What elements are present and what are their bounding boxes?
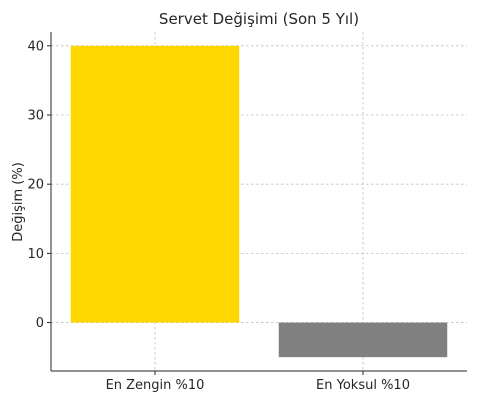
y-tick-label: 0 (36, 316, 44, 331)
bar (70, 45, 240, 323)
axis-layer: 0 10 20 30 40 En Zengin %10 En Yoksul %10 (27, 32, 467, 393)
y-axis-label: Değişim (%) (11, 162, 26, 242)
bar-layer (70, 45, 448, 358)
y-tick-label: 30 (27, 109, 44, 124)
chart-title: Servet Değişimi (Son 5 Yıl) (159, 10, 359, 28)
bar (278, 322, 448, 358)
y-tick-label: 40 (27, 39, 44, 54)
x-tick-label: En Yoksul %10 (316, 378, 410, 393)
y-tick-label: 10 (27, 247, 44, 262)
x-tick-label: En Zengin %10 (106, 378, 205, 393)
y-tick-label: 20 (27, 178, 44, 193)
